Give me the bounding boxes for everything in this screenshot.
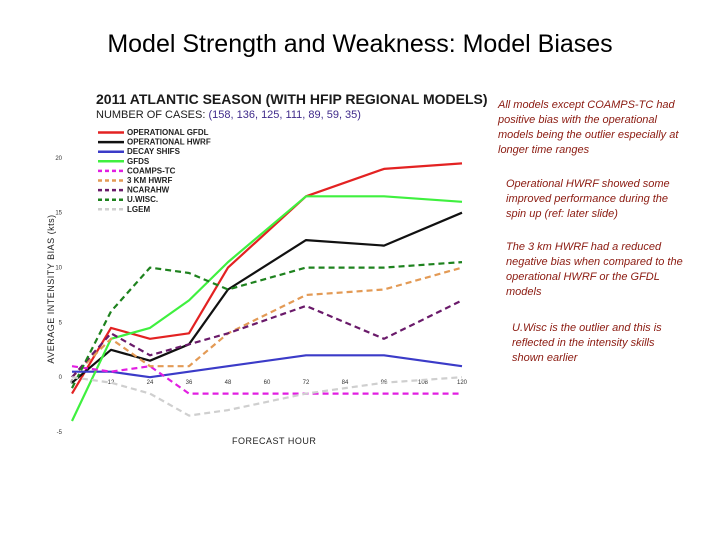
series-line-3 [71, 195, 463, 422]
x-tick-label: 120 [457, 380, 468, 386]
x-tick-label: 48 [225, 380, 232, 386]
x-tick-label: 0 [70, 380, 74, 386]
note-positive-bias: All models except COAMPS-TC had positive… [498, 99, 679, 156]
x-tick-label: 84 [342, 380, 349, 386]
chart-title: 2011 ATLANTIC SEASON (WITH HFIP REGIONAL… [96, 91, 488, 107]
notes-panel: All models except COAMPS-TC had positive… [498, 98, 688, 366]
legend-label-5: 3 KM HWRF [127, 176, 172, 185]
series-line-6 [71, 299, 463, 378]
legend-label-8: LGEM [127, 205, 150, 214]
y-tick-label: 15 [55, 211, 62, 217]
series-line-8 [71, 376, 463, 417]
x-tick-label: 12 [108, 380, 115, 386]
y-tick-label: 20 [55, 156, 62, 162]
legend-label-3: GFDS [127, 157, 150, 166]
x-tick-label: 72 [303, 380, 310, 386]
x-tick-label: 108 [418, 380, 429, 386]
legend-label-2: DECAY SHIFS [127, 147, 181, 156]
y-axis-ticks: 20 15 10 5 0 -5 [55, 156, 62, 436]
series-line-0 [71, 162, 463, 395]
chart-subtitle-prefix: NUMBER OF CASES: [96, 109, 208, 121]
series-line-1 [71, 211, 463, 384]
y-tick-label: 10 [55, 266, 62, 272]
legend-label-0: OPERATIONAL GFDL [127, 128, 209, 137]
y-tick-label: -5 [57, 430, 63, 436]
legend-label-6: NCARAHW [127, 186, 170, 195]
y-tick-label: 0 [59, 375, 63, 381]
legend-label-1: OPERATIONAL HWRF [127, 138, 211, 147]
x-tick-label: 60 [264, 380, 271, 386]
x-axis-ticks: 0 12 24 36 48 60 72 84 96 108 120 [70, 380, 467, 386]
series-line-7 [71, 261, 463, 389]
slide-title: Model Strength and Weakness: Model Biase… [107, 30, 613, 58]
legend-label-7: U.WISC. [127, 195, 158, 204]
x-tick-label: 36 [186, 380, 193, 386]
note-hwrf-spinup: Operational HWRF showed some improved pe… [506, 178, 670, 220]
series-line-4 [71, 365, 462, 395]
series-line-2 [72, 354, 463, 379]
y-tick-label: 5 [59, 320, 63, 326]
legend-label-4: COAMPS-TC [127, 166, 176, 175]
chart-subtitle-cases: (158, 136, 125, 111, 89, 59, 35) [208, 109, 361, 121]
x-tick-label: 24 [147, 380, 154, 386]
series-line-5 [71, 266, 463, 378]
note-3km-hwrf: The 3 km HWRF had a reduced negative bia… [506, 241, 683, 298]
chart-subtitle: NUMBER OF CASES: (158, 136, 125, 111, 89… [96, 109, 361, 121]
x-axis-label: FORECAST HOUR [232, 436, 316, 446]
note-uwisc: U.Wisc is the outlier and this is reflec… [512, 322, 662, 364]
series-layer [71, 162, 463, 422]
y-axis-label: AVERAGE INTENSITY BIAS (kts) [46, 214, 56, 363]
